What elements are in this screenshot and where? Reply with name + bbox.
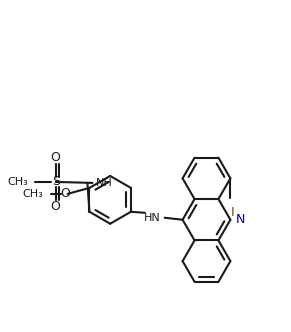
- Text: S: S: [52, 175, 60, 189]
- Text: O: O: [51, 150, 61, 164]
- Text: O: O: [51, 200, 61, 213]
- Text: N: N: [235, 213, 245, 226]
- Text: CH₃: CH₃: [7, 177, 28, 187]
- Text: NH: NH: [95, 178, 112, 188]
- Text: I: I: [230, 206, 234, 219]
- Text: HN: HN: [144, 213, 161, 223]
- Text: CH₃: CH₃: [22, 189, 43, 199]
- Text: O: O: [61, 187, 70, 201]
